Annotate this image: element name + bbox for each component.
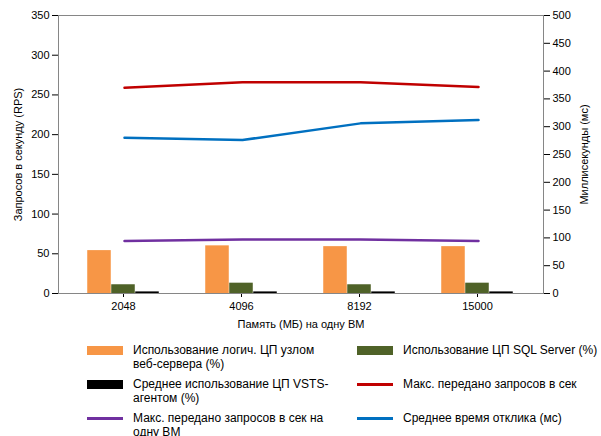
svg-text:100: 100 [553, 231, 571, 243]
svg-text:15000: 15000 [462, 300, 493, 312]
svg-text:100: 100 [31, 208, 49, 220]
html-text:Среднее использование ЦП VSTS-: Среднее использование ЦП VSTS-агентом (%… [133, 377, 329, 405]
html-text:Использование ЦП SQL Server (%: Использование ЦП SQL Server (%) [403, 343, 598, 357]
svg-text:150: 150 [31, 168, 49, 180]
svg-text:250: 250 [31, 88, 49, 100]
svg-text:50: 50 [37, 247, 49, 259]
svg-text:350: 350 [31, 9, 49, 21]
svg-text:300: 300 [31, 49, 49, 61]
svg-text:200: 200 [553, 176, 571, 188]
svg-text:250: 250 [553, 148, 571, 160]
svg-text:8192: 8192 [347, 300, 371, 312]
svg-text:0: 0 [43, 287, 49, 299]
svg-text:500: 500 [553, 9, 571, 21]
svg-text:150: 150 [553, 204, 571, 216]
svg-text:Миллисекунды (мс): Миллисекунды (мс) [578, 104, 590, 204]
svg-text:450: 450 [553, 37, 571, 49]
svg-text:4096: 4096 [229, 300, 253, 312]
html-text:Среднее время отклика (мс): Среднее время отклика (мс) [403, 411, 562, 425]
svg-text:300: 300 [553, 120, 571, 132]
svg-text:Память (МБ) на одну ВМ: Память (МБ) на одну ВМ [238, 318, 365, 330]
svg-text:200: 200 [31, 128, 49, 140]
svg-text:400: 400 [553, 65, 571, 77]
html-text:Макс. передано запросов в сек: Макс. передано запросов в сек [403, 377, 577, 391]
svg-text:2048: 2048 [111, 300, 135, 312]
svg-text:Запросов в секунду (RPS): Запросов в секунду (RPS) [12, 88, 24, 222]
svg-text:50: 50 [553, 259, 565, 271]
html-text:Использование логич. ЦП узлом: Использование логич. ЦП узлом веб-сервер… [133, 343, 315, 371]
svg-text:0: 0 [553, 287, 559, 299]
svg-text:350: 350 [553, 92, 571, 104]
